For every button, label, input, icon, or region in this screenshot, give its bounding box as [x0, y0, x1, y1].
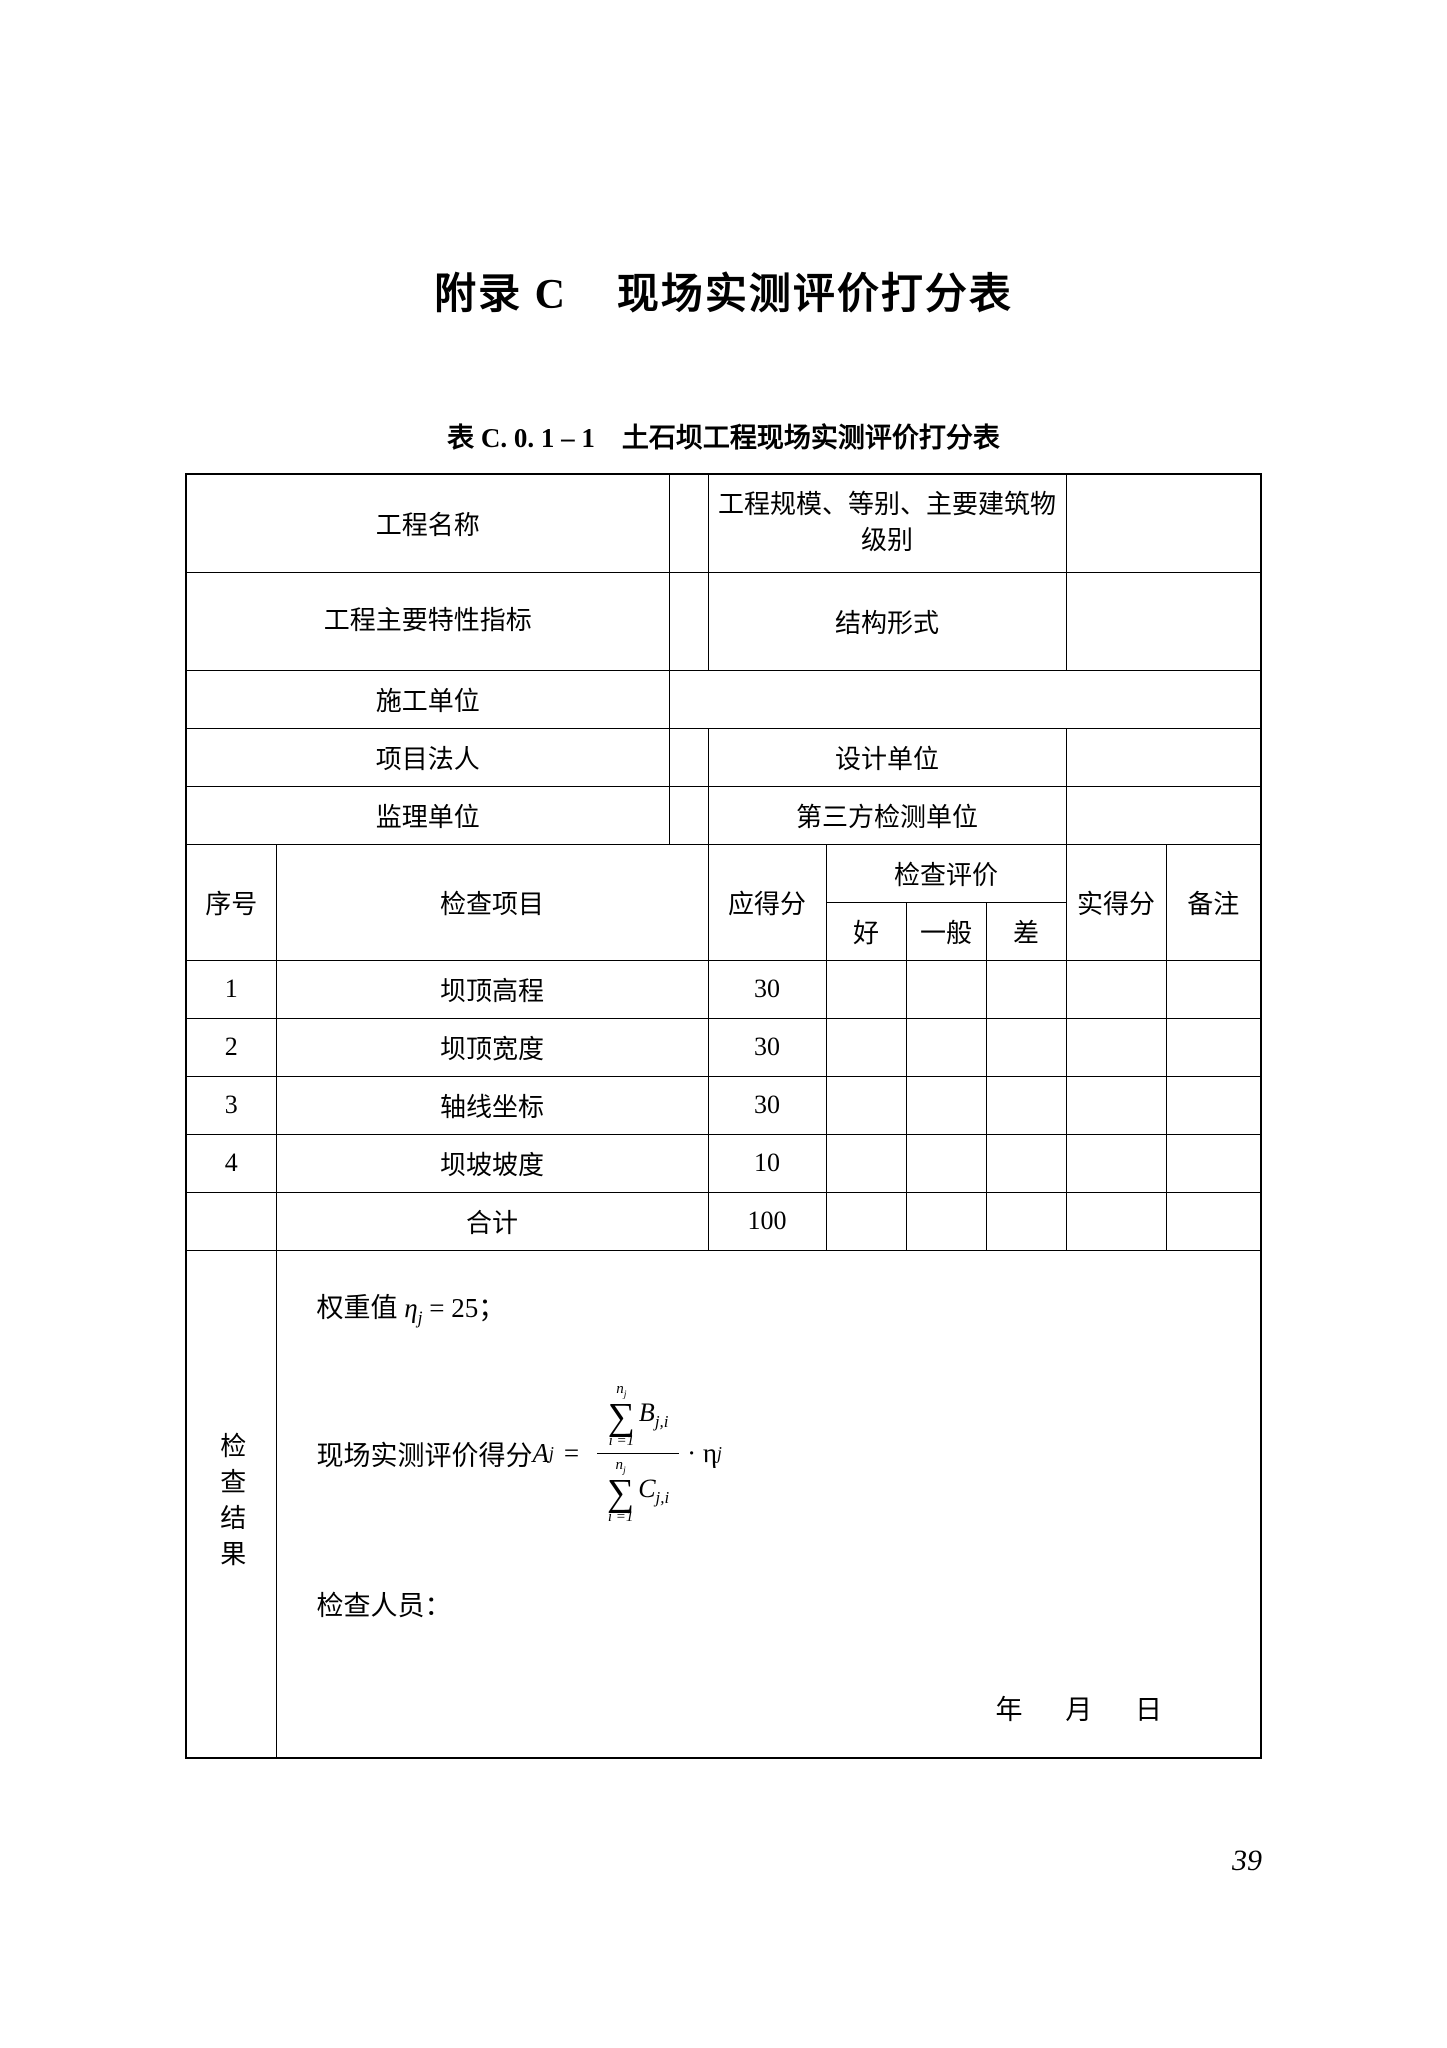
title-prefix: 附录 C	[434, 272, 567, 318]
label-supervision-unit: 监理单位	[186, 786, 669, 844]
label-project-name: 工程名称	[186, 474, 669, 572]
col-seq: 序号	[186, 844, 276, 960]
page-number: 39	[1232, 1844, 1262, 1878]
cell-item: 轴线坐标	[276, 1076, 708, 1134]
cell-good	[826, 960, 906, 1018]
col-shide: 实得分	[1066, 844, 1166, 960]
cell-seq: 2	[186, 1018, 276, 1076]
cell-yd: 30	[708, 1076, 826, 1134]
cell-note	[1166, 1018, 1261, 1076]
cell-total-label: 合计	[276, 1192, 708, 1250]
cell-normal	[906, 1076, 986, 1134]
col-yingde: 应得分	[708, 844, 826, 960]
value-third-party	[1066, 786, 1261, 844]
cell-sd	[1066, 1076, 1166, 1134]
col-eval-good: 好	[826, 902, 906, 960]
value-design-unit	[1066, 728, 1261, 786]
cell-sd	[1066, 1192, 1166, 1250]
value-project-scale	[1066, 474, 1261, 572]
table-row: 3 轴线坐标 30	[186, 1076, 1261, 1134]
cell-bad	[986, 1018, 1066, 1076]
cell-note	[1166, 960, 1261, 1018]
cell-seq: 1	[186, 960, 276, 1018]
col-item: 检查项目	[276, 844, 708, 960]
label-main-index: 工程主要特性指标	[186, 572, 669, 670]
col-eval-group: 检查评价	[826, 844, 1066, 902]
cell-yd: 30	[708, 960, 826, 1018]
result-content: 权重值 ηj = 25； 现场实测评价得分 Aj = nj ∑ i =1	[276, 1250, 1261, 1758]
cell-bad	[986, 960, 1066, 1018]
label-project-legal: 项目法人	[186, 728, 669, 786]
cell-bad	[986, 1192, 1066, 1250]
cell-seq-total	[186, 1192, 276, 1250]
date-line: 年 月 日	[317, 1688, 1221, 1727]
cell-bad	[986, 1134, 1066, 1192]
value-main-index	[669, 572, 708, 670]
formula-line: 现场实测评价得分 Aj = nj ∑ i =1 Bj,i	[317, 1378, 1221, 1529]
value-supervision-unit	[669, 786, 708, 844]
cell-good	[826, 1192, 906, 1250]
cell-note	[1166, 1134, 1261, 1192]
cell-note	[1166, 1192, 1261, 1250]
cell-item: 坝顶高程	[276, 960, 708, 1018]
result-label: 检查结果	[186, 1250, 276, 1758]
inspector-line: 检查人员：	[317, 1584, 1221, 1623]
value-project-name	[669, 474, 708, 572]
cell-good	[826, 1076, 906, 1134]
cell-normal	[906, 960, 986, 1018]
value-project-legal	[669, 728, 708, 786]
table-row: 1 坝顶高程 30	[186, 960, 1261, 1018]
col-eval-bad: 差	[986, 902, 1066, 960]
cell-total-value: 100	[708, 1192, 826, 1250]
cell-bad	[986, 1076, 1066, 1134]
table-caption: 表 C. 0. 1 – 1 土石坝工程现场实测评价打分表	[185, 416, 1262, 455]
cell-normal	[906, 1018, 986, 1076]
col-eval-normal: 一般	[906, 902, 986, 960]
cell-seq: 4	[186, 1134, 276, 1192]
cell-good	[826, 1018, 906, 1076]
table-row: 4 坝坡坡度 10	[186, 1134, 1261, 1192]
label-design-unit: 设计单位	[708, 728, 1066, 786]
table-row-total: 合计 100	[186, 1192, 1261, 1250]
cell-item: 坝顶宽度	[276, 1018, 708, 1076]
page-title: 附录 C 现场实测评价打分表	[185, 260, 1262, 321]
value-construction-unit	[669, 670, 1261, 728]
cell-note	[1166, 1076, 1261, 1134]
title-main: 现场实测评价打分表	[617, 272, 1013, 318]
cell-sd	[1066, 1018, 1166, 1076]
label-construction-unit: 施工单位	[186, 670, 669, 728]
weight-line: 权重值 ηj = 25；	[317, 1286, 1221, 1328]
cell-item: 坝坡坡度	[276, 1134, 708, 1192]
col-note: 备注	[1166, 844, 1261, 960]
table-row: 2 坝顶宽度 30	[186, 1018, 1261, 1076]
cell-good	[826, 1134, 906, 1192]
label-project-scale: 工程规模、等别、主要建筑物级别	[708, 474, 1066, 572]
cell-yd: 30	[708, 1018, 826, 1076]
label-structure-form: 结构形式	[708, 572, 1066, 670]
value-structure-form	[1066, 572, 1261, 670]
cell-normal	[906, 1134, 986, 1192]
cell-sd	[1066, 1134, 1166, 1192]
label-third-party: 第三方检测单位	[708, 786, 1066, 844]
cell-normal	[906, 1192, 986, 1250]
cell-sd	[1066, 960, 1166, 1018]
cell-seq: 3	[186, 1076, 276, 1134]
cell-yd: 10	[708, 1134, 826, 1192]
scoring-table: 工程名称 工程规模、等别、主要建筑物级别 工程主要特性指标 结构形式 施工单位 …	[185, 473, 1262, 1759]
